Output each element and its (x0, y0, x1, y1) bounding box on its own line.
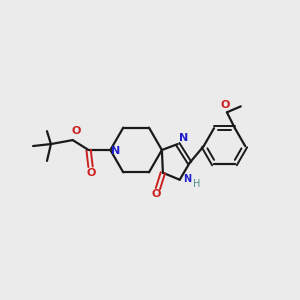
Text: H: H (193, 179, 200, 189)
Text: O: O (151, 189, 160, 199)
Text: O: O (72, 126, 81, 136)
Text: N: N (179, 133, 188, 143)
Text: O: O (220, 100, 230, 110)
Text: N: N (111, 146, 120, 156)
Text: N: N (184, 174, 192, 184)
Text: O: O (87, 168, 96, 178)
